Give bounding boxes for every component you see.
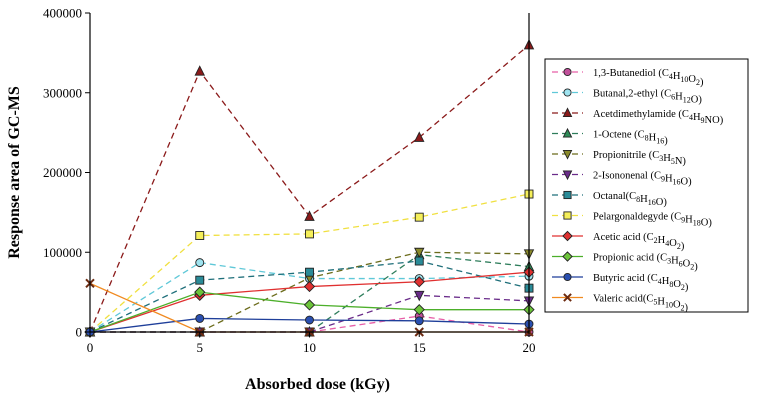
data-point [305,315,314,325]
legend-label: Acetic acid (C2H4O2) [593,232,685,252]
series-markers-10 [85,313,534,337]
legend: 1,3-Butanediol (C4H10O2)Butanal,2-ethyl … [544,58,749,314]
x-tick-label: 15 [413,340,426,355]
data-point [303,280,316,293]
data-point [305,267,314,277]
legend-item: Acetdimethylamide (C4H9NO) [552,107,724,126]
data-point [194,286,206,298]
x-tick-label: 10 [303,340,316,355]
legend-label: Valeric acid(C5H10O2) [593,294,689,314]
legend-label: Acetdimethylamide (C4H9NO) [593,109,724,126]
legend-label: 1-Octene (C8H16) [593,130,668,147]
x-tick-label: 20 [523,340,536,355]
data-point [414,212,424,222]
legend-item: Pelargonaldegyde (C9H18O) [552,211,712,229]
legend-marker [563,272,572,282]
legend-item: 1-Octene (C8H16) [552,127,668,147]
legend-item: Butanal,2-ethyl (C6H12O) [552,88,702,106]
legend-marker [563,211,572,220]
data-point [195,258,205,268]
legend-label: 2-Isononenal (C9H16O) [593,171,692,188]
legend-label: Butanal,2-ethyl (C6H12O) [593,89,702,106]
legend-marker [562,251,573,262]
y-tick-label: 400000 [43,6,82,21]
data-point [305,229,314,239]
x-tick-label: 5 [197,340,204,355]
legend-item: Butyric acid (C4H8O2) [552,272,689,293]
legend-item: Octanal(C8H16O) [552,190,667,208]
legend-marker [562,127,573,138]
legend-marker [563,190,572,200]
data-point [194,65,205,76]
data-point [414,247,425,259]
data-point [195,275,205,285]
data-point [413,304,425,316]
data-point [414,316,424,326]
y-tick-label: 100000 [43,245,82,260]
legend-item: Propionitrile (C3H5N) [552,149,686,167]
legend-label: Octanal(C8H16O) [593,191,667,208]
legend-marker [562,230,573,242]
data-point [195,231,205,240]
legend-item: 1,3-Butanediol (C4H10O2) [552,67,704,88]
legend-marker [562,170,573,181]
legend-label: Propionitrile (C3H5N) [593,150,686,167]
legend-marker [562,149,573,160]
legend-label: Pelargonaldegyde (C9H18O) [593,212,712,229]
data-point [414,131,425,142]
legend-box [544,58,749,313]
x-axis-title: Absorbed dose (kGy) [245,376,390,393]
legend-marker [562,107,573,118]
plot-area [84,38,535,339]
legend-marker [563,88,572,97]
data-point [413,276,425,288]
data-point [414,256,424,266]
legend-label: Butyric acid (C4H8O2) [593,273,689,293]
data-point [303,299,316,311]
legend-item: Acetic acid (C2H4O2) [552,230,685,252]
y-axis-title: Response area of GC-MS [6,86,23,259]
axes: 0 100000 200000 300000 400000 0 5 10 15 20 [43,6,536,356]
legend-marker [563,293,572,302]
legend-item: Valeric acid(C5H10O2) [552,293,689,314]
data-point [195,313,205,323]
x-tick-label: 0 [87,340,94,355]
legend-marker [563,67,572,77]
y-tick-label: 300000 [43,85,82,100]
legend-item: 2-Isononenal (C9H16O) [552,170,692,188]
y-tick-label: 0 [76,325,83,340]
legend-label: 1,3-Butanediol (C4H10O2) [593,68,704,88]
data-point [414,290,425,302]
data-point [304,210,315,221]
legend-item: Propionic acid (C3H6O2) [552,251,698,273]
legend-label: Propionic acid (C3H6O2) [593,253,698,273]
y-tick-label: 200000 [43,165,82,180]
